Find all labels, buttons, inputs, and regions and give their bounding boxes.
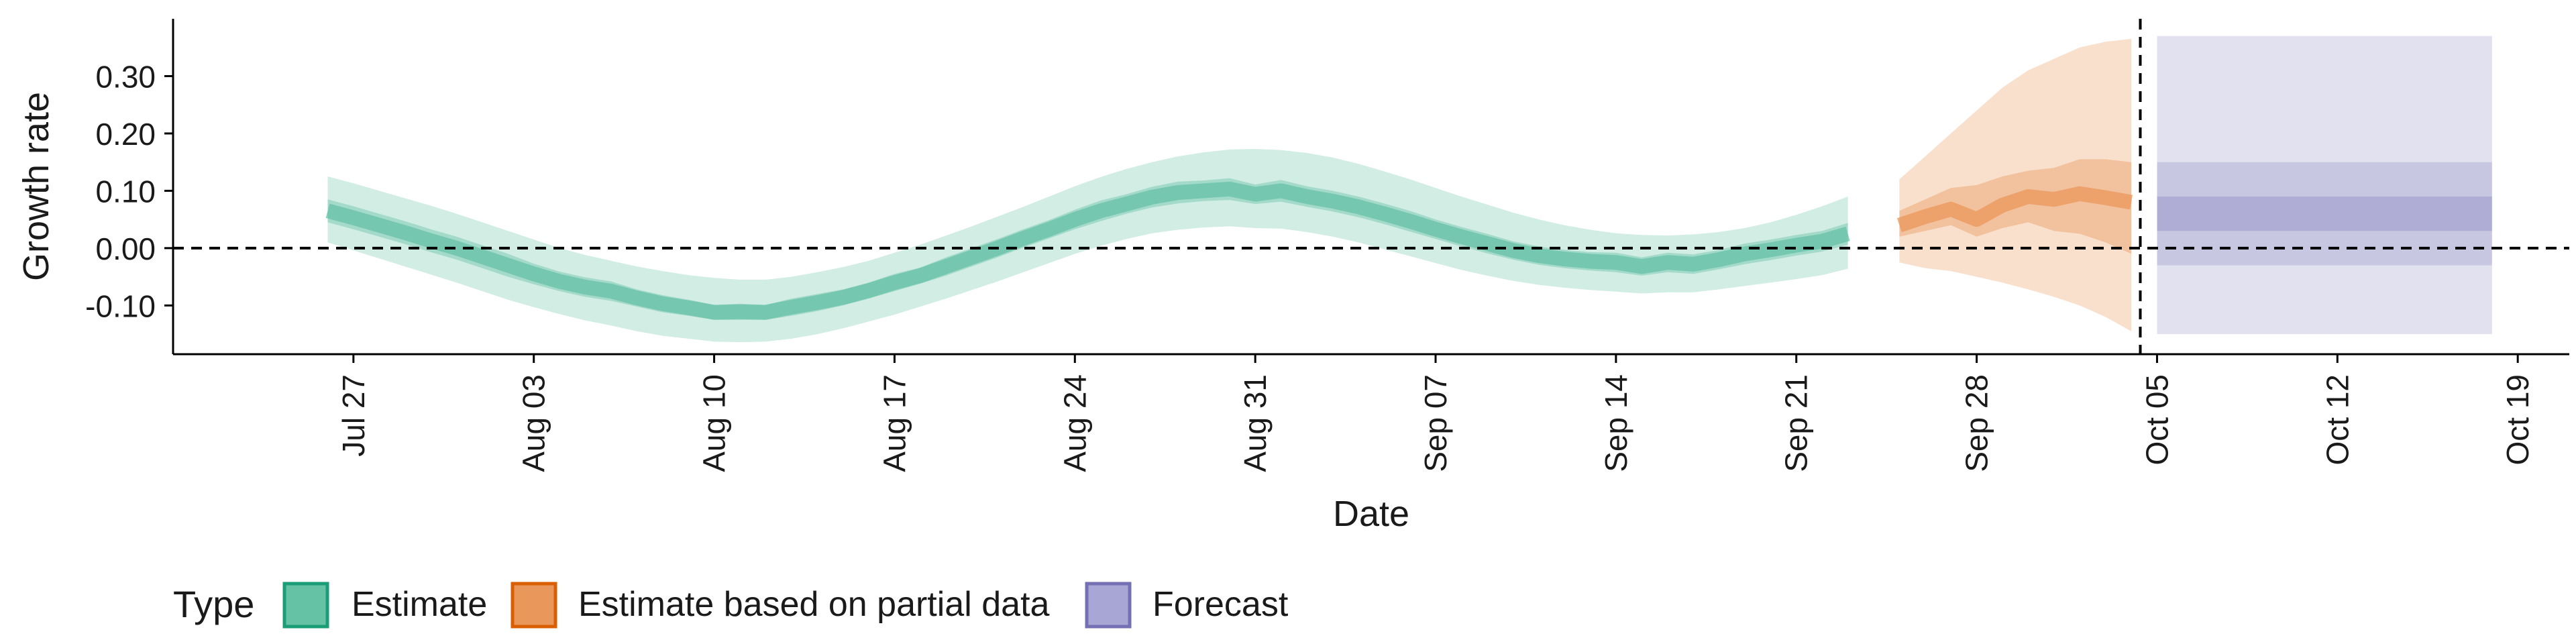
x-axis-ticks: Jul 27 Aug 03 Aug 10 Aug 17 Aug 24 Aug 31 Sep … [336, 354, 2535, 472]
y-axis-title: Growth rate [16, 92, 56, 281]
forecast-90-band [2157, 162, 2492, 266]
x-tick-label: Aug 03 [517, 374, 551, 472]
partial-estimate-median-line [1896, 186, 2133, 233]
x-tick-label: Sep 28 [1960, 374, 1994, 472]
forecast-50-band [2157, 197, 2492, 231]
x-tick-label: Oct 05 [2139, 374, 2174, 466]
x-tick-label: Aug 31 [1238, 374, 1273, 472]
legend-label: Estimate based on partial data [578, 585, 1050, 624]
y-tick-label: 0.20 [95, 117, 156, 152]
x-tick-label: Sep 07 [1418, 374, 1453, 472]
x-tick-label: Jul 27 [336, 374, 371, 457]
legend-label: Forecast [1152, 585, 1289, 624]
legend-key [511, 582, 557, 629]
median-lines [325, 181, 2133, 320]
y-tick-label: 0.10 [95, 174, 156, 209]
x-tick-label: Sep 14 [1599, 374, 1633, 472]
legend-title: Type [173, 583, 254, 625]
x-tick-label: Aug 24 [1057, 374, 1092, 472]
y-tick-label: 0.30 [95, 59, 156, 94]
x-axis-title: Date [1333, 494, 1409, 534]
estimate-90-band [327, 149, 1848, 343]
x-tick-label: Oct 12 [2320, 374, 2355, 466]
y-tick-label: -0.10 [85, 288, 156, 323]
y-axis-ticks: -0.10 0.00 0.10 0.20 0.30 [85, 59, 173, 323]
x-tick-label: Aug 10 [697, 374, 732, 472]
y-tick-label: 0.00 [95, 231, 156, 266]
x-tick-label: Aug 17 [877, 374, 912, 472]
x-tick-label: Oct 19 [2500, 374, 2535, 466]
x-tick-label: Sep 21 [1779, 374, 1814, 472]
legend: Type Estimate Estimate based on partial d… [173, 582, 1289, 629]
legend-label: Estimate [352, 585, 487, 624]
partial-estimate-90-band [1899, 38, 2132, 331]
legend-key [1085, 582, 1132, 629]
estimate-median-line [325, 181, 1850, 320]
legend-key [282, 582, 329, 629]
forecast-outer-band [2157, 36, 2492, 335]
axes [172, 19, 2569, 356]
